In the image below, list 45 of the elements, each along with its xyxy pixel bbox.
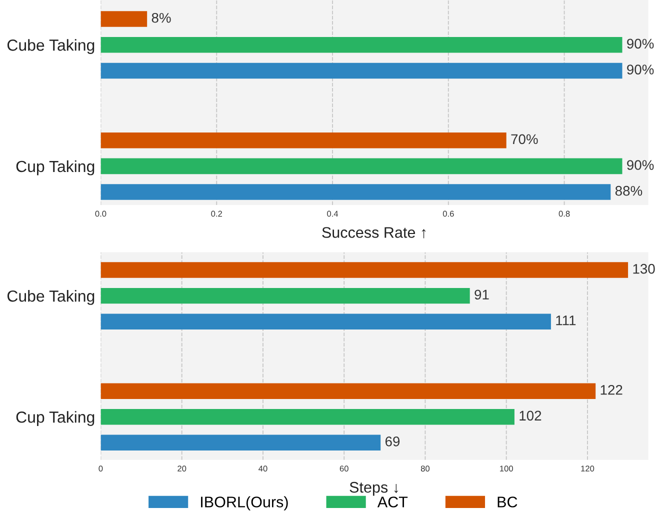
data-label: 90%: [627, 160, 654, 170]
x-tick-label: 0.6: [442, 210, 454, 217]
bar: [100, 262, 628, 278]
x-tick-label: 60: [340, 466, 348, 472]
legend-label: ACT: [377, 496, 408, 508]
y-tick-label: Cup Taking: [16, 160, 94, 176]
bar: [100, 37, 622, 53]
x-tick-label: 40: [258, 466, 268, 472]
data-label: 90%: [627, 64, 654, 74]
data-label: 90%: [627, 38, 654, 49]
bar: [100, 434, 381, 451]
x-tick-label: 80: [420, 466, 430, 472]
data-label: 88%: [615, 186, 642, 196]
y-tick-label: Cube Taking: [7, 290, 94, 305]
x-tick-label: 0.8: [558, 210, 570, 217]
bar: [100, 314, 551, 330]
data-label: 111: [556, 316, 576, 326]
x-tick-label: 0.4: [327, 210, 338, 217]
bar: [100, 132, 506, 148]
bar: [100, 158, 622, 174]
bar: [100, 408, 514, 425]
data-label: 91: [474, 290, 489, 300]
data-label: 69: [385, 436, 400, 446]
x-axis-title: Steps ↓: [350, 482, 398, 496]
y-tick-label: Cube Taking: [7, 39, 94, 54]
bar: [100, 184, 611, 200]
y-tick-label: Cup Taking: [16, 411, 94, 426]
bar: [100, 62, 622, 79]
x-tick-label: 0: [98, 466, 103, 472]
x-tick-label: 120: [581, 466, 594, 472]
x-tick-label: 0.0: [95, 210, 106, 217]
data-label: 70%: [511, 134, 538, 144]
data-label: 122: [600, 384, 622, 395]
bar: [100, 288, 470, 304]
legend-label: BC: [498, 496, 518, 508]
data-label: 8%: [152, 12, 171, 23]
x-tick-label: 0.2: [211, 210, 222, 217]
legend-label: IBORL(Ours): [201, 496, 288, 510]
x-tick-label: 20: [178, 466, 186, 472]
data-label: 130: [633, 264, 655, 274]
data-label: 102: [520, 410, 542, 421]
bar: [100, 11, 148, 27]
x-tick-label: 100: [500, 466, 513, 472]
bar: [100, 383, 596, 399]
x-axis-title: Success Rate ↑: [322, 227, 426, 238]
